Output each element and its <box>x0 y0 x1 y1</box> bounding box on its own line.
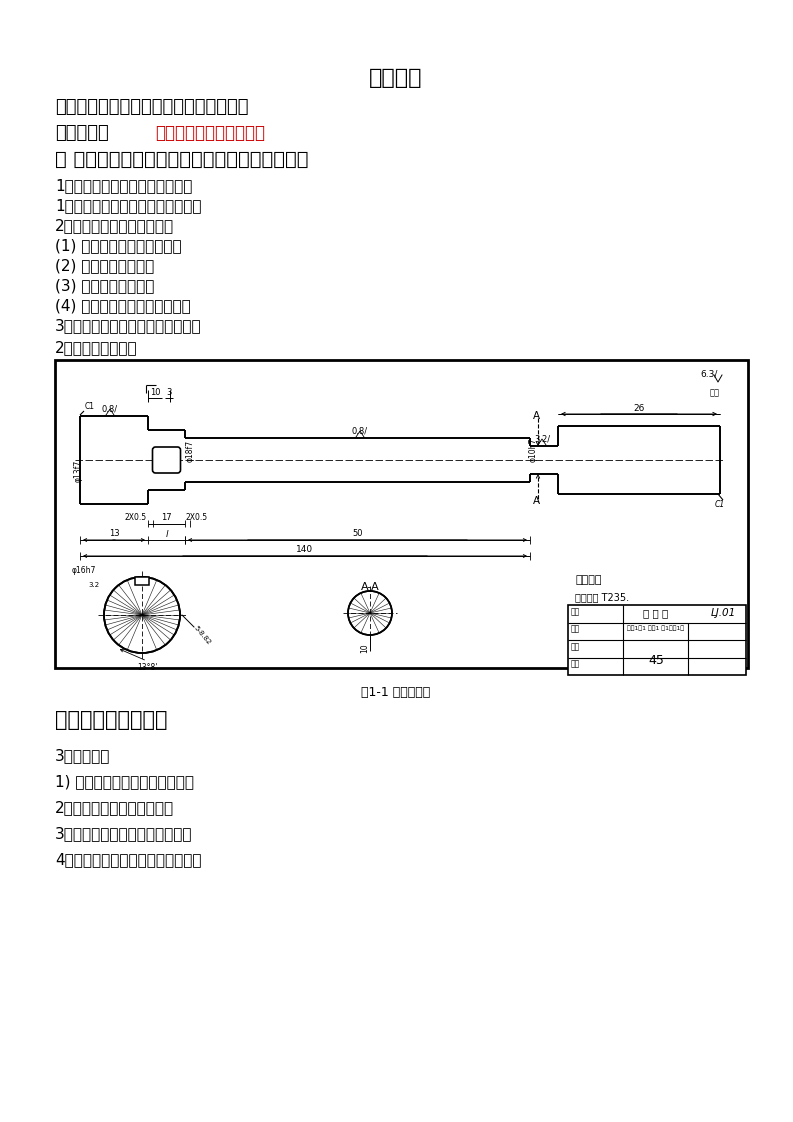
Text: 13: 13 <box>109 528 119 539</box>
Text: 3: 3 <box>167 388 172 397</box>
Text: 3、知识点：: 3、知识点： <box>55 748 110 763</box>
Text: 2X0.5: 2X0.5 <box>186 513 208 522</box>
Text: 2、主动轴零件图纸: 2、主动轴零件图纸 <box>55 340 138 355</box>
Text: 2X0.5: 2X0.5 <box>125 513 147 522</box>
Text: φ16h7: φ16h7 <box>72 565 96 574</box>
Text: C1: C1 <box>85 402 95 411</box>
Text: A: A <box>532 411 539 421</box>
Text: 2）编制数控加工工艺文件：: 2）编制数控加工工艺文件： <box>55 218 174 233</box>
Text: A-A: A-A <box>361 582 379 592</box>
Text: 1）设计主动轴数控加工工艺方案；: 1）设计主动轴数控加工工艺方案； <box>55 197 201 213</box>
Text: 3.2: 3.2 <box>89 582 100 588</box>
Text: (2) 数控加工工序卡；: (2) 数控加工工序卡； <box>55 258 155 273</box>
Text: 6.3/: 6.3/ <box>701 369 718 378</box>
Text: 3）数控加工工艺参数优化与总结。: 3）数控加工工艺参数优化与总结。 <box>55 318 201 333</box>
Text: 描图: 描图 <box>571 625 580 634</box>
Text: 1、设计工作的要求与工作目标：: 1、设计工作的要求与工作目标： <box>55 178 193 193</box>
Text: 0.8/: 0.8/ <box>102 404 118 413</box>
FancyBboxPatch shape <box>152 447 181 473</box>
Text: 一 、设计任务书：（外圆加工为本任务的主题）: 一 、设计任务书：（外圆加工为本任务的主题） <box>55 150 308 169</box>
Text: 13°8': 13°8' <box>137 663 157 672</box>
Text: 设计: 设计 <box>571 607 580 616</box>
Text: 二、任务知识与技能: 二、任务知识与技能 <box>55 710 167 730</box>
Text: 17: 17 <box>161 513 172 522</box>
Text: φ13f7: φ13f7 <box>74 460 82 482</box>
Bar <box>55 360 748 668</box>
Text: 调质处理 T235.: 调质处理 T235. <box>575 592 629 603</box>
Text: φ10h7: φ10h7 <box>528 438 538 462</box>
Text: 校图: 校图 <box>571 642 580 651</box>
Text: l: l <box>165 530 168 539</box>
Text: (4) 刀具组成卡与刀具清单等。: (4) 刀具组成卡与刀具清单等。 <box>55 298 191 313</box>
Text: 第一阶段：: 第一阶段： <box>55 125 109 142</box>
Text: 比例1：1 数量1 共1页第1页: 比例1：1 数量1 共1页第1页 <box>627 625 684 631</box>
Bar <box>568 605 746 675</box>
Text: 主 动 轴: 主 动 轴 <box>643 608 668 618</box>
Text: 0.8/: 0.8/ <box>352 426 368 435</box>
Text: 3.2/: 3.2/ <box>534 434 550 443</box>
Circle shape <box>104 577 180 653</box>
Text: 140: 140 <box>297 545 313 554</box>
Bar <box>135 577 149 585</box>
Text: LJ.01: LJ.01 <box>711 608 736 618</box>
Text: 案例教学: 案例教学 <box>370 68 423 88</box>
Text: C1: C1 <box>715 500 726 509</box>
Text: 45: 45 <box>648 654 664 666</box>
Text: 50: 50 <box>352 528 362 539</box>
Text: 图1-1 主动轴零件: 图1-1 主动轴零件 <box>362 686 431 699</box>
Circle shape <box>348 591 392 635</box>
Text: φ18f7: φ18f7 <box>186 440 194 462</box>
Text: 技术要求: 技术要求 <box>575 574 602 585</box>
Text: 任务描述（咨询与计划）: 任务描述（咨询与计划） <box>155 125 265 142</box>
Text: A: A <box>532 496 539 506</box>
Text: 10: 10 <box>150 388 160 397</box>
Text: (3) 数控加工程序卡；: (3) 数控加工程序卡； <box>55 278 155 293</box>
Text: 1) 零件图识读，公差精度知识；: 1) 零件图识读，公差精度知识； <box>55 774 194 789</box>
Text: 10: 10 <box>361 643 370 653</box>
Text: 26: 26 <box>634 404 645 413</box>
Text: 2）数控机床操作编程知识；: 2）数控机床操作编程知识； <box>55 800 174 815</box>
Text: 案例一、轴类零件数控加工工艺编制学习: 案例一、轴类零件数控加工工艺编制学习 <box>55 98 248 116</box>
Text: 审核: 审核 <box>571 660 580 669</box>
Text: 4）外圆加工的切削刀具选用知识；: 4）外圆加工的切削刀具选用知识； <box>55 852 201 867</box>
Text: (1) 数控加工过程工艺规程；: (1) 数控加工过程工艺规程； <box>55 238 182 252</box>
Text: 3）零件机械加工工艺过程知识；: 3）零件机械加工工艺过程知识； <box>55 826 193 842</box>
Text: 其余: 其余 <box>710 388 720 397</box>
Text: 5-8.82: 5-8.82 <box>193 625 212 646</box>
